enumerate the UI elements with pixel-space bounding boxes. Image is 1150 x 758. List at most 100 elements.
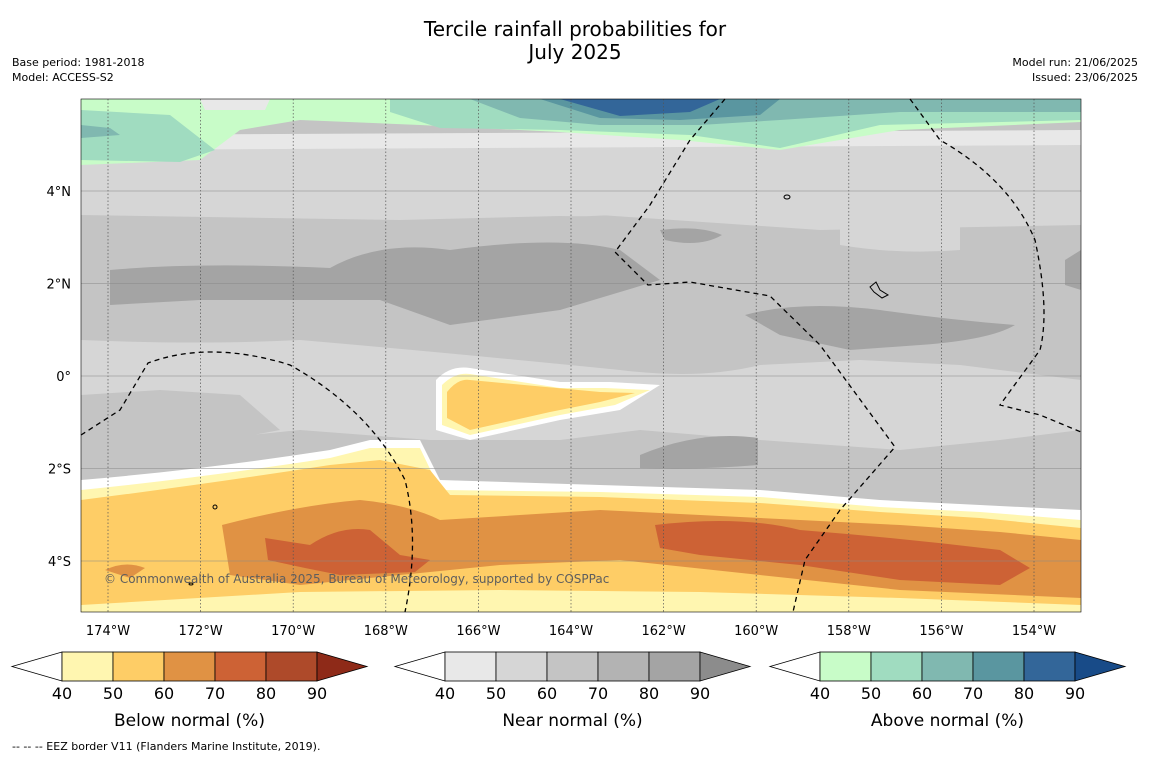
colorbar-tick-label: 60 [154, 684, 174, 703]
island-1 [783, 194, 791, 200]
colorbar-segment [972, 651, 1025, 682]
model-run: Model run: 21/06/2025 [1012, 56, 1138, 69]
colorbar-max-extension [316, 651, 369, 682]
lon-tick-label: 160°W [734, 624, 778, 639]
eez-footnote: -- -- -- EEZ border V11 (Flanders Marine… [12, 740, 321, 753]
colorbar-tick-label: 90 [1065, 684, 1085, 703]
colorbar-segment [1023, 651, 1076, 682]
colorbar-1: 40 50 60 70 80 90 Below normal (%) [10, 651, 369, 731]
colorbar-tick-label: 70 [205, 684, 225, 703]
near-normal-patch [540, 196, 650, 217]
probability-field [81, 99, 1081, 612]
near-normal-60-sw [81, 390, 280, 445]
lon-tick-label: 162°W [642, 624, 686, 639]
above-normal-60-west [81, 125, 120, 138]
colorbar-tick-label: 50 [486, 684, 506, 703]
colorbar-tick-label: 80 [1014, 684, 1034, 703]
colorbar-segment [444, 651, 497, 682]
lon-tick-label: 166°W [456, 624, 500, 639]
colorbar-segment [546, 651, 599, 682]
meta-left: Base period: 1981-2018 Model: ACCESS-S2 [12, 55, 144, 85]
colorbar-label: Below normal (%) [114, 711, 265, 731]
lon-tick-label: 154°W [1012, 624, 1056, 639]
copyright-text: © Commonwealth of Australia 2025, Bureau… [104, 572, 609, 586]
lon-tick-label: 158°W [827, 624, 871, 639]
issued-date: Issued: 23/06/2025 [1031, 71, 1138, 84]
island-3 [212, 504, 218, 510]
near-normal-patch-top [200, 99, 270, 110]
chart-title: Tercile rainfall probabilities for July … [0, 18, 1150, 64]
colorbar-tick-label: 70 [588, 684, 608, 703]
colorbar-segment [61, 651, 114, 682]
colorbar-label: Near normal (%) [502, 711, 642, 731]
below-normal-70-west [265, 529, 430, 575]
lon-tick-label: 164°W [549, 624, 593, 639]
colorbar-tick-label: 90 [307, 684, 327, 703]
lon-tick-label: 170°W [271, 624, 315, 639]
colorbar-segment [921, 651, 974, 682]
colorbar-max-extension [1074, 651, 1127, 682]
colorbar-label: Above normal (%) [871, 711, 1024, 731]
lat-tick-label: 2°N [47, 278, 72, 293]
colorbar-2: 40 50 60 70 80 90 Near normal (%) [393, 651, 752, 731]
colorbar-segment [597, 651, 650, 682]
colorbar-segment [265, 651, 318, 682]
model-name: Model: ACCESS-S2 [12, 71, 114, 84]
near-normal-80-patch [660, 228, 722, 244]
lon-tick-label: 172°W [179, 624, 223, 639]
colorbar-segment [648, 651, 701, 682]
below-normal-60-patch [105, 564, 145, 578]
lat-tick-label: 4°N [47, 185, 72, 200]
near-normal-80-patch-edge [1065, 250, 1081, 290]
colorbar-segment [214, 651, 267, 682]
lat-tick-label: 4°S [48, 555, 71, 570]
lon-tick-label: 156°W [919, 624, 963, 639]
colorbar-min-extension [768, 651, 821, 682]
meta-right: Model run: 21/06/2025 Issued: 23/06/2025 [1012, 55, 1138, 85]
colorbar-segment [819, 651, 872, 682]
colorbar-min-extension [10, 651, 63, 682]
gridlines [81, 99, 1081, 612]
below-normal-50-eq [447, 379, 635, 430]
above-normal-50-west [81, 110, 215, 162]
colorbar-tick-label: 80 [256, 684, 276, 703]
colorbar-tick-label: 80 [639, 684, 659, 703]
lat-tick-label: 0° [56, 370, 71, 385]
axis-ticks: 174°W 172°W 170°W 168°W 166°W 164°W 162°W 160°W… [47, 185, 1057, 639]
island-2 [869, 281, 890, 299]
colorbar-tick-label: 50 [861, 684, 881, 703]
near-normal-80-south [640, 436, 758, 469]
island-4 [188, 582, 194, 586]
near-normal-patch-2 [840, 206, 960, 252]
colorbar-tick-label: 60 [537, 684, 557, 703]
colorbar-3: 40 50 60 70 80 90 Above normal (%) [768, 651, 1127, 731]
legends: 40 50 60 70 80 90 Below normal (%) 40 50 60 70 80 90… [10, 651, 1127, 731]
below-normal-70-east [655, 521, 1030, 585]
colorbar-segment [495, 651, 548, 682]
colorbar-segment [163, 651, 216, 682]
lat-tick-label: 2°S [48, 463, 71, 478]
colorbar-tick-label: 50 [103, 684, 123, 703]
eez-border-east [909, 98, 1082, 433]
lon-tick-label: 168°W [364, 624, 408, 639]
islands [188, 194, 890, 586]
near-normal-80-band-east [745, 306, 1015, 350]
title-line-1: Tercile rainfall probabilities for [423, 17, 727, 41]
colorbar-tick-label: 60 [912, 684, 932, 703]
colorbar-tick-label: 40 [435, 684, 455, 703]
colorbar-tick-label: 40 [52, 684, 72, 703]
colorbar-max-extension [699, 651, 752, 682]
lon-tick-label: 174°W [86, 624, 130, 639]
above-normal-80 [560, 99, 720, 116]
eez-borders [80, 98, 1082, 613]
colorbar-min-extension [393, 651, 446, 682]
colorbar-segment [112, 651, 165, 682]
near-normal-50-north [81, 145, 1081, 230]
colorbar-tick-label: 40 [810, 684, 830, 703]
colorbar-segment [870, 651, 923, 682]
colorbar-tick-label: 70 [963, 684, 983, 703]
title-line-2: July 2025 [528, 40, 622, 64]
base-period: Base period: 1981-2018 [12, 56, 145, 69]
eez-border-central [614, 98, 896, 613]
